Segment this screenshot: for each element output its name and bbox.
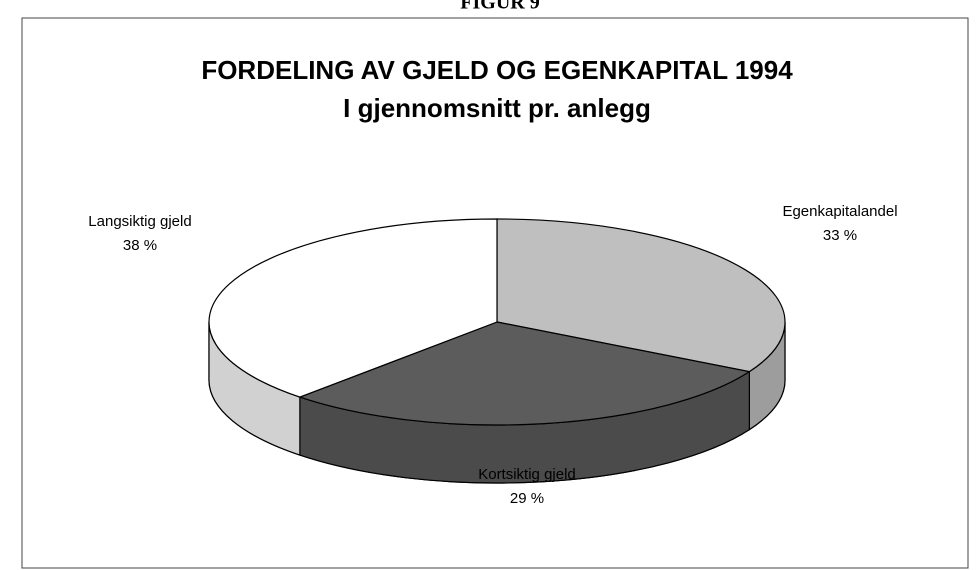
slice-label: Kortsiktig gjeld [478,466,576,483]
chart-title: FORDELING AV GJELD OG EGENKAPITAL 1994 [201,55,793,85]
slice-value-label: 38 % [123,237,157,254]
figure-heading: FIGUR 9 [460,0,539,14]
slice [298,321,751,426]
slice-value-label: 29 % [510,490,544,507]
slice [208,218,498,398]
slice-value-label: 33 % [823,227,857,244]
slice-label: Langsiktig gjeld [88,213,191,230]
chart-subtitle: I gjennomsnitt pr. anlegg [343,93,651,123]
frame [21,17,969,569]
slice [496,218,786,373]
slice-label: Egenkapitalandel [782,203,897,220]
